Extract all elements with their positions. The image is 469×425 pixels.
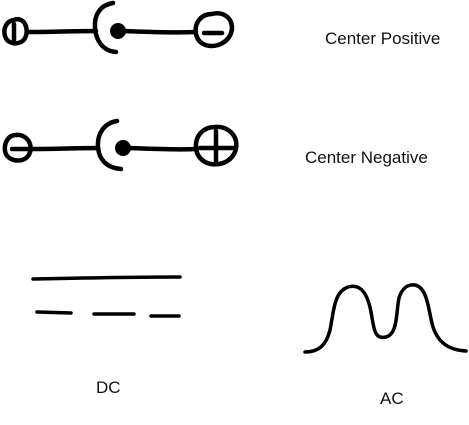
- connector-line-right: [126, 145, 200, 152]
- barrel-outer: [95, 118, 124, 172]
- dc-solid-line: [31, 275, 182, 281]
- dc-label: DC: [96, 378, 121, 397]
- barrel-outer: [92, 0, 119, 55]
- plus-icon: [193, 124, 239, 167]
- connector-line-left: [24, 28, 99, 35]
- ac-label: AC: [380, 389, 404, 408]
- center-negative-label: Center Negative: [305, 148, 428, 167]
- center-pin-dot: [110, 23, 126, 39]
- center-positive-symbol: [2, 0, 235, 55]
- center-pin-dot: [115, 140, 131, 156]
- plus-icon: [2, 16, 29, 46]
- dc-symbol: [31, 275, 182, 318]
- minus-icon: [193, 11, 235, 49]
- connector-line-left: [27, 145, 101, 152]
- minus-icon: [2, 132, 33, 163]
- connector-line-right: [121, 28, 199, 35]
- center-positive-label: Center Positive: [325, 29, 441, 48]
- dc-dash-1: [35, 310, 73, 315]
- center-negative-symbol: [2, 118, 239, 172]
- ac-waveform: [303, 283, 468, 354]
